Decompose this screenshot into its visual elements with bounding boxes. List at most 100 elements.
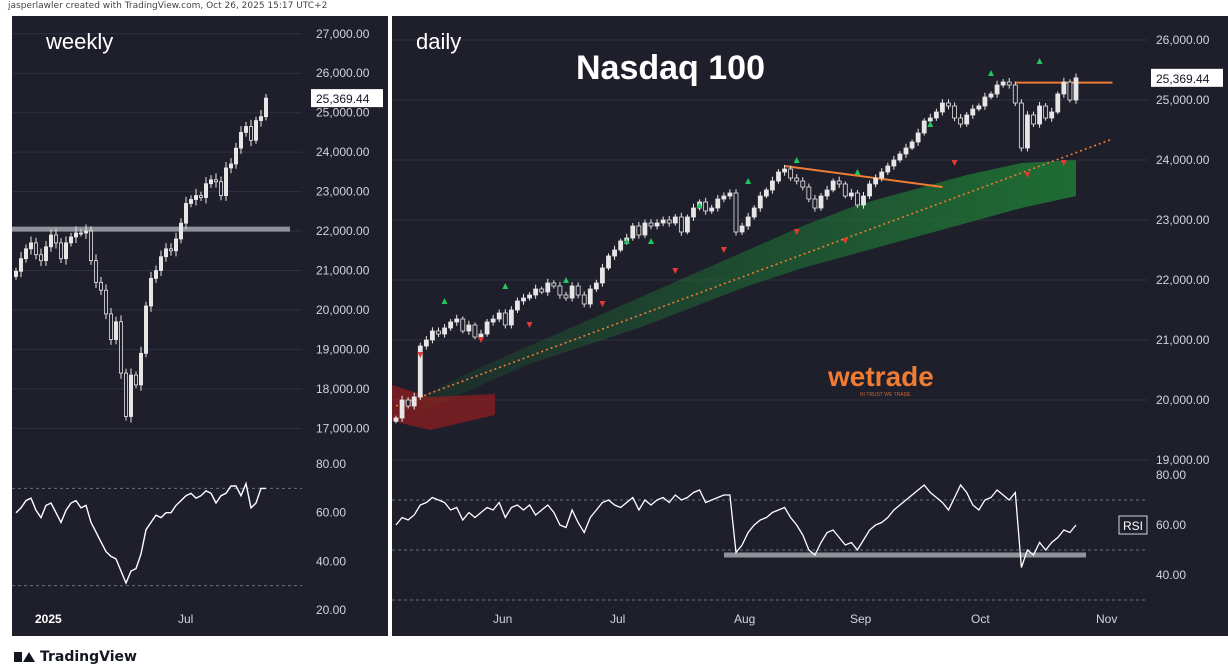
daily-ema-band-bearish (392, 385, 495, 430)
weekly-price-tick-label: 27,000.00 (316, 27, 370, 41)
daily-candle-body (788, 168, 794, 179)
weekly-chart-panel: 17,000.00 18,000.00 19,000.00 20,000.00 21,0… (12, 16, 388, 636)
daily-candle-body (885, 165, 891, 173)
daily-candle (405, 397, 411, 409)
daily-price-tick-label: 26,000.00 (1156, 33, 1210, 47)
tradingview-wordmark: TradingView (40, 649, 137, 665)
daily-candle-body (478, 333, 484, 338)
daily-candle-body (1049, 111, 1055, 119)
daily-candle-body (715, 198, 721, 209)
weekly-candle-body (64, 242, 69, 260)
weekly-candle-body (218, 181, 223, 196)
weekly-candle-body (109, 313, 114, 340)
daily-candle (539, 286, 545, 295)
daily-candle (970, 104, 976, 119)
weekly-last-price-label: 25,369.44 (316, 92, 370, 106)
weekly-candle-body (128, 374, 133, 417)
weekly-candle-body (34, 242, 39, 256)
daily-candle (1012, 81, 1018, 107)
weekly-candle (238, 126, 243, 154)
daily-candle-body (903, 147, 909, 155)
daily-candle (399, 395, 405, 422)
daily-x-tick-label: Jun (493, 612, 512, 626)
weekly-price-tick-label: 25,000.00 (316, 106, 370, 120)
weekly-candle-body (114, 321, 119, 340)
daily-rsi-label: RSI (1123, 519, 1143, 533)
daily-candle (502, 309, 508, 329)
daily-candle-body (539, 288, 545, 293)
weekly-candle-body (198, 195, 203, 198)
weekly-candle-body (133, 374, 138, 386)
daily-candle (606, 253, 611, 271)
daily-candle-body (1025, 114, 1030, 149)
daily-candle (848, 188, 854, 200)
daily-candle-body (830, 180, 836, 191)
header-credit: jasperlawler created with TradingView.co… (8, 1, 328, 11)
weekly-price-tick-label: 24,000.00 (316, 145, 370, 159)
daily-candle-body (575, 285, 581, 296)
daily-rsi-tick-label: 60.00 (1156, 518, 1186, 532)
daily-candle-body (448, 321, 454, 329)
daily-candle (703, 197, 709, 215)
daily-candle-body (733, 192, 739, 233)
daily-fractal-down-arrow (951, 160, 958, 166)
daily-rsi-tick-label: 80.00 (1156, 468, 1186, 482)
daily-candle (788, 165, 794, 182)
daily-candle-body (1000, 81, 1006, 86)
weekly-candle (64, 236, 69, 265)
weekly-candle-body (99, 281, 104, 291)
daily-candle-body (842, 183, 848, 197)
daily-fractal-up-arrow (441, 298, 448, 304)
daily-candle (515, 297, 520, 314)
daily-candle-body (417, 345, 423, 398)
daily-candle-body (1006, 81, 1012, 86)
daily-candle-body (411, 396, 417, 407)
weekly-candle (34, 237, 39, 260)
daily-candle (715, 195, 721, 212)
tradingview-logo-icon (14, 651, 35, 663)
daily-candle (806, 183, 812, 203)
wetrade-watermark-tagline: IN TRUST WE TRADE (860, 392, 911, 398)
weekly-candle (218, 176, 223, 201)
daily-candle (685, 214, 690, 235)
daily-candle-body (824, 189, 830, 197)
daily-price-tick-label: 24,000.00 (1156, 153, 1210, 167)
weekly-candle (44, 241, 49, 266)
daily-candle-body (976, 105, 982, 110)
weekly-candle (263, 93, 268, 121)
daily-candle-body (1031, 114, 1036, 125)
weekly-candle (59, 238, 64, 264)
daily-candle-body (988, 93, 994, 98)
daily-candle (782, 164, 787, 176)
daily-candle-body (496, 312, 502, 320)
daily-candle (630, 223, 636, 241)
weekly-candle-body (178, 222, 183, 240)
daily-candle (824, 185, 830, 200)
daily-candle (897, 151, 903, 163)
daily-candle (861, 191, 866, 209)
daily-candle-body (600, 267, 605, 284)
daily-candle-body (921, 120, 927, 134)
daily-candle-body (739, 225, 745, 233)
daily-candle-body (927, 117, 933, 122)
daily-fractal-down-arrow (793, 229, 800, 235)
daily-candle-body (569, 285, 575, 299)
weekly-candle-body (213, 179, 218, 183)
weekly-panel-background (12, 16, 388, 636)
daily-candle (508, 306, 514, 329)
weekly-candle-body (18, 258, 23, 272)
daily-x-tick-label: Sep (850, 612, 872, 626)
weekly-candle (178, 218, 183, 244)
weekly-candle (203, 177, 208, 204)
daily-candle-body (654, 222, 660, 227)
daily-candle-body (515, 300, 520, 311)
weekly-candle (28, 236, 33, 255)
daily-candle-body (551, 282, 557, 287)
daily-last-price-label: 25,369.44 (1156, 72, 1210, 86)
daily-candle (818, 192, 824, 211)
daily-candle (903, 143, 909, 158)
daily-candle (557, 281, 563, 299)
daily-candle (709, 204, 715, 214)
weekly-candle (153, 265, 158, 283)
daily-candle (964, 111, 970, 127)
